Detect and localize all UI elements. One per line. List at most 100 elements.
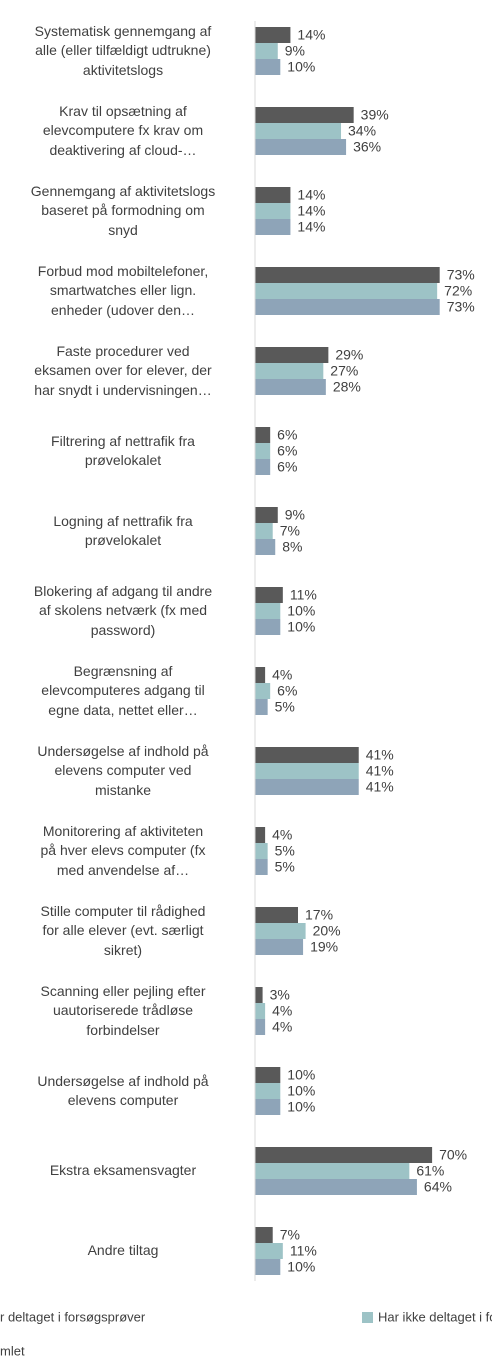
bar [255,203,291,219]
value-label: 17% [305,907,333,923]
value-label: 29% [335,347,363,363]
value-label: 64% [424,1179,452,1195]
value-label: 9% [285,43,305,59]
value-label: 61% [416,1163,444,1179]
legend-label: mlet [0,1343,25,1358]
value-label: 10% [287,1067,315,1083]
category-label: Andre tiltag [87,1242,159,1259]
value-label: 9% [285,507,305,523]
category-label: Gennemgang af aktivitetslogs baseret på … [30,182,216,238]
value-label: 70% [439,1147,467,1163]
value-label: 4% [272,827,292,843]
value-label: 4% [272,667,292,683]
bar [255,59,281,75]
bar [255,1163,410,1179]
bar [255,763,359,779]
bar [255,907,299,923]
value-label: 4% [272,1003,292,1019]
category-label: Systematisk gennemgang af alle (eller ti… [34,22,212,78]
value-label: 10% [287,1083,315,1099]
bar [255,923,306,939]
value-label: 6% [277,443,297,459]
value-label: 10% [287,59,315,75]
bar [255,827,266,843]
legend-label: r deltaget i forsøgsprøver [0,1309,146,1324]
value-label: 39% [361,107,389,123]
bar [255,507,278,523]
bar [255,619,281,635]
value-label: 73% [447,299,475,315]
bar [255,123,342,139]
bar [255,987,263,1003]
value-label: 27% [330,363,358,379]
bar [255,939,304,955]
bar [255,283,438,299]
bar [255,299,440,315]
value-label: 5% [275,699,295,715]
category-label: Monitorering af aktiviteten på hver elev… [40,822,206,878]
value-label: 41% [366,779,394,795]
bar [255,1019,266,1035]
bar [255,459,271,475]
bar [255,1227,273,1243]
bar [255,1083,281,1099]
value-label: 36% [353,139,381,155]
value-label: 73% [447,267,475,283]
value-label: 14% [297,219,325,235]
category-label: Blokering af adgang til andre af skolens… [33,582,213,638]
bar [255,667,266,683]
bar [255,859,268,875]
bar [255,539,276,555]
value-label: 10% [287,1259,315,1275]
bar [255,27,291,43]
value-label: 41% [366,747,394,763]
bar [255,779,359,795]
value-label: 7% [280,1227,300,1243]
bar [255,219,291,235]
category-label: Faste procedurer ved eksamen over for el… [34,342,212,398]
category-label: Begrænsning af elevcomputeres adgang til… [41,662,205,718]
value-label: 10% [287,1099,315,1115]
value-label: 5% [275,859,295,875]
category-label: Krav til opsætning af elevcomputere fx k… [42,102,204,158]
value-label: 8% [282,539,302,555]
category-label: Filtrering af nettrafik fra prøvelokalet [51,432,195,469]
category-label: Logning af nettrafik fra prøvelokalet [53,512,193,549]
value-label: 19% [310,939,338,955]
bar [255,363,324,379]
value-label: 72% [444,283,472,299]
bar [255,267,440,283]
bar [255,347,329,363]
category-label: Stille computer til rådighed for alle el… [40,902,206,958]
category-label: Scanning eller pejling efter uautorisere… [40,982,206,1038]
category-label: Forbud mod mobiltelefoner, smartwatches … [37,262,209,318]
bar [255,1179,417,1195]
bar [255,443,271,459]
category-label: Ekstra eksamensvagter [49,1162,197,1179]
value-label: 6% [277,427,297,443]
bar [255,1259,281,1275]
bar [255,1067,281,1083]
value-label: 10% [287,619,315,635]
legend-label: Har ikke deltaget i forsøgsprøver [378,1309,492,1324]
bar [255,843,268,859]
bar [255,1243,283,1259]
bar [255,379,326,395]
value-label: 34% [348,123,376,139]
value-label: 14% [297,27,325,43]
value-label: 6% [277,683,297,699]
value-label: 6% [277,459,297,475]
bar [255,1099,281,1115]
bar [255,683,271,699]
bar [255,747,359,763]
bar [255,187,291,203]
legend-swatch [362,1312,373,1323]
bar [255,427,271,443]
value-label: 5% [275,843,295,859]
value-label: 7% [280,523,300,539]
value-label: 11% [290,587,317,603]
bar [255,43,278,59]
bar [255,139,347,155]
value-label: 14% [297,187,325,203]
